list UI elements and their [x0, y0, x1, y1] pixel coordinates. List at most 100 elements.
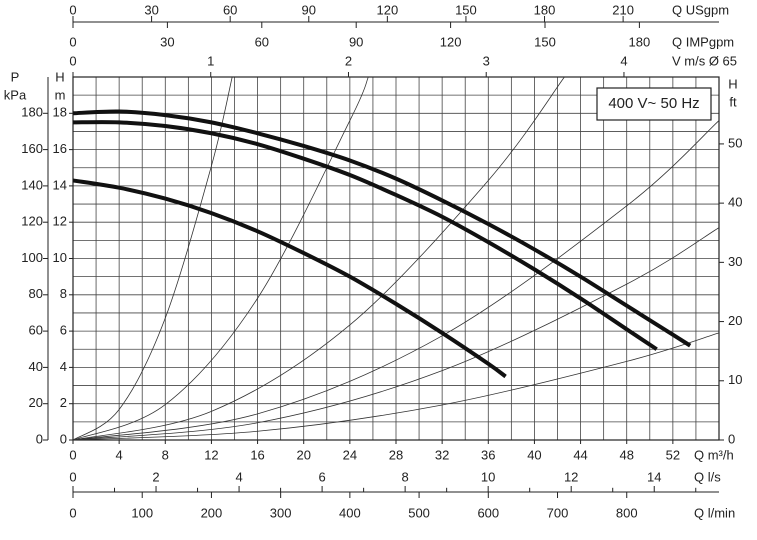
axis-tick-label: 160	[21, 141, 43, 156]
axis-tick-label: 120	[440, 34, 462, 49]
x-tick-label: 16	[250, 447, 264, 462]
x-tick-label: 44	[573, 447, 587, 462]
annotation-box	[596, 87, 712, 121]
axis-tick-label: 300	[270, 505, 292, 520]
axis-tick-label: 0	[69, 505, 76, 520]
axis-tick-label: 150	[455, 2, 477, 17]
axis-tick-label: 180	[534, 2, 556, 17]
y-tick-label: 4	[60, 359, 67, 374]
y-axis-label: m	[55, 87, 66, 102]
axis-label: Q l/min	[694, 505, 735, 520]
axis-tick-label: 700	[547, 505, 569, 520]
axis-tick-label: 60	[223, 2, 237, 17]
axis-label: Q IMPgpm	[672, 34, 734, 49]
axis-label: Q USgpm	[672, 2, 729, 17]
axis-tick-label: 800	[616, 505, 638, 520]
axis-tick-label: 400	[339, 505, 361, 520]
axis-tick-label: 4	[620, 53, 627, 68]
axis-tick-label: 30	[144, 2, 158, 17]
axis-tick-label: 180	[21, 105, 43, 120]
system-curve	[72, 76, 565, 441]
axis-tick-label: 60	[29, 323, 43, 338]
axis-label: P	[11, 69, 20, 84]
axis-tick-label: 3	[483, 53, 490, 68]
axis-tick-label: 6	[318, 469, 325, 484]
axis-tick-label: 200	[201, 505, 223, 520]
axis-tick-label: 60	[255, 34, 269, 49]
pump-curve	[72, 178, 507, 379]
axis-tick-label: 0	[69, 2, 76, 17]
axis-tick-label: 30	[728, 254, 742, 269]
axis-tick-label: 180	[629, 34, 651, 49]
axis-tick-label: 80	[29, 286, 43, 301]
axis-tick-label: 90	[349, 34, 363, 49]
pump-curve	[72, 120, 658, 351]
axis-tick-label: 0	[69, 53, 76, 68]
axis-tick-label: 2	[345, 53, 352, 68]
axis-label: Q l/s	[694, 469, 721, 484]
axis-tick-label: 50	[728, 135, 742, 150]
axis-tick-label: 4	[235, 469, 242, 484]
axis-tick-label: 0	[36, 431, 43, 446]
x-tick-label: 32	[435, 447, 449, 462]
axis-tick-label: 600	[477, 505, 499, 520]
pump-curve	[72, 109, 692, 348]
axis-label: V m/s Ø 65	[672, 53, 737, 68]
axis-label: ft	[729, 94, 737, 109]
y-axis-label: H	[55, 69, 64, 84]
system-curve	[72, 120, 720, 441]
axis-tick-label: 120	[377, 2, 399, 17]
axis-tick-label: 100	[21, 250, 43, 265]
axis-tick-label: 2	[152, 469, 159, 484]
axis-tick-label: 8	[402, 469, 409, 484]
x-tick-label: 36	[481, 447, 495, 462]
axis-tick-label: 90	[302, 2, 316, 17]
axis-tick-label: 500	[408, 505, 430, 520]
system-curve	[72, 332, 720, 441]
x-tick-label: 4	[116, 447, 123, 462]
axis-tick-label: 100	[131, 505, 153, 520]
axis-tick-label: 140	[21, 177, 43, 192]
x-tick-label: 52	[666, 447, 680, 462]
axis-tick-label: 120	[21, 214, 43, 229]
axis-tick-label: 40	[29, 359, 43, 374]
y-tick-label: 10	[53, 250, 67, 265]
axis-tick-label: 30	[160, 34, 174, 49]
y-tick-label: 16	[53, 141, 67, 156]
x-tick-label: 8	[162, 447, 169, 462]
system-curve	[72, 227, 720, 441]
annotation: 400 V~ 50 Hz	[608, 95, 699, 112]
y-tick-label: 2	[60, 395, 67, 410]
y-tick-label: 8	[60, 286, 67, 301]
axis-tick-label: 0	[69, 34, 76, 49]
axis-label: kPa	[4, 87, 27, 102]
axis-label: H	[728, 76, 737, 91]
x-tick-label: 0	[69, 447, 76, 462]
x-tick-label: 20	[296, 447, 310, 462]
y-tick-label: 0	[60, 431, 67, 446]
x-axis-label: Q m³/h	[694, 447, 734, 462]
y-tick-label: 12	[53, 214, 67, 229]
x-tick-label: 48	[619, 447, 633, 462]
axis-tick-label: 0	[69, 469, 76, 484]
x-tick-label: 40	[527, 447, 541, 462]
x-tick-label: 28	[389, 447, 403, 462]
axis-tick-label: 1	[207, 53, 214, 68]
axis-tick-label: 10	[728, 372, 742, 387]
axis-tick-label: 40	[728, 195, 742, 210]
system-curve	[72, 76, 369, 441]
axis-tick-label: 14	[647, 469, 661, 484]
y-tick-label: 18	[53, 105, 67, 120]
axis-tick-label: 12	[564, 469, 578, 484]
axis-tick-label: 0	[728, 431, 735, 446]
x-tick-label: 24	[343, 447, 357, 462]
axis-tick-label: 210	[612, 2, 634, 17]
y-tick-label: 14	[53, 177, 67, 192]
axis-tick-label: 150	[534, 34, 556, 49]
x-tick-label: 12	[204, 447, 218, 462]
axis-tick-label: 20	[728, 313, 742, 328]
axis-tick-label: 10	[481, 469, 495, 484]
y-tick-label: 6	[60, 323, 67, 338]
axis-tick-label: 20	[29, 395, 43, 410]
